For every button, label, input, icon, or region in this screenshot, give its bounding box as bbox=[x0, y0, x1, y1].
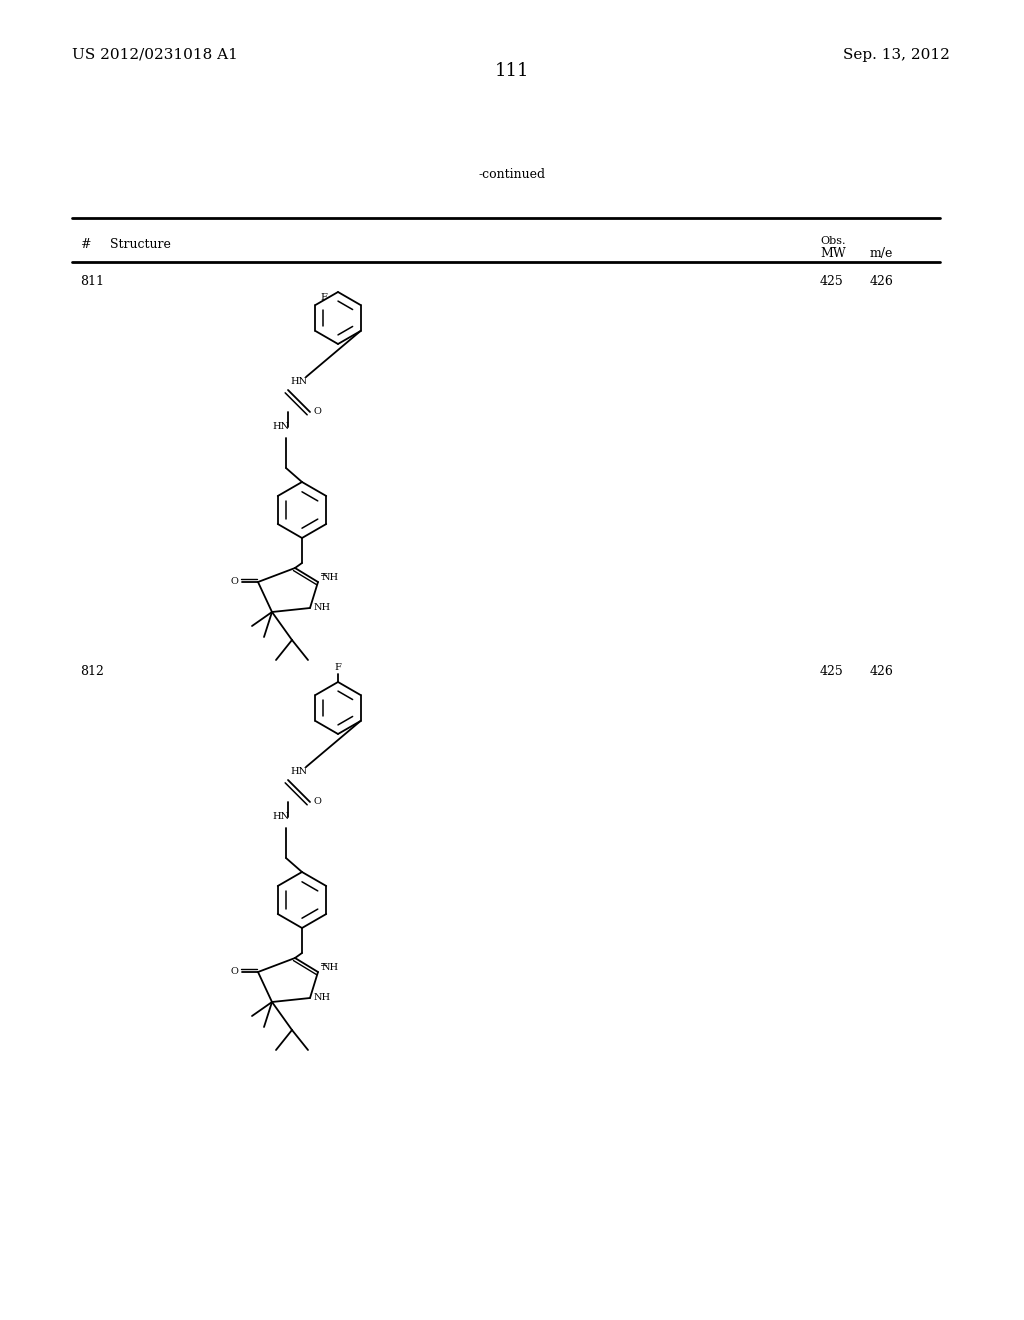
Text: 811: 811 bbox=[80, 275, 104, 288]
Text: NH: NH bbox=[314, 994, 331, 1002]
Text: F: F bbox=[335, 663, 341, 672]
Text: HN: HN bbox=[290, 378, 307, 387]
Text: NH: NH bbox=[314, 603, 331, 612]
Text: 425: 425 bbox=[820, 275, 844, 288]
Text: Sep. 13, 2012: Sep. 13, 2012 bbox=[843, 48, 950, 62]
Text: #: # bbox=[80, 238, 90, 251]
Text: 111: 111 bbox=[495, 62, 529, 81]
Text: HN: HN bbox=[272, 422, 289, 432]
Text: O: O bbox=[230, 578, 238, 586]
Text: NH: NH bbox=[322, 964, 339, 973]
Text: O: O bbox=[313, 797, 321, 807]
Text: HN: HN bbox=[290, 767, 307, 776]
Text: MW: MW bbox=[820, 247, 846, 260]
Text: US 2012/0231018 A1: US 2012/0231018 A1 bbox=[72, 48, 238, 62]
Text: O: O bbox=[230, 968, 238, 977]
Text: Obs.: Obs. bbox=[820, 236, 846, 246]
Text: HN: HN bbox=[272, 812, 289, 821]
Text: 812: 812 bbox=[80, 665, 103, 678]
Text: NH: NH bbox=[322, 573, 339, 582]
Text: 426: 426 bbox=[870, 665, 894, 678]
Text: Structure: Structure bbox=[110, 238, 171, 251]
Text: m/e: m/e bbox=[870, 247, 893, 260]
Text: 426: 426 bbox=[870, 275, 894, 288]
Text: 425: 425 bbox=[820, 665, 844, 678]
Text: O: O bbox=[313, 408, 321, 417]
Text: =: = bbox=[319, 572, 328, 581]
Text: =: = bbox=[319, 961, 328, 970]
Text: -continued: -continued bbox=[478, 168, 546, 181]
Text: F: F bbox=[321, 293, 328, 302]
